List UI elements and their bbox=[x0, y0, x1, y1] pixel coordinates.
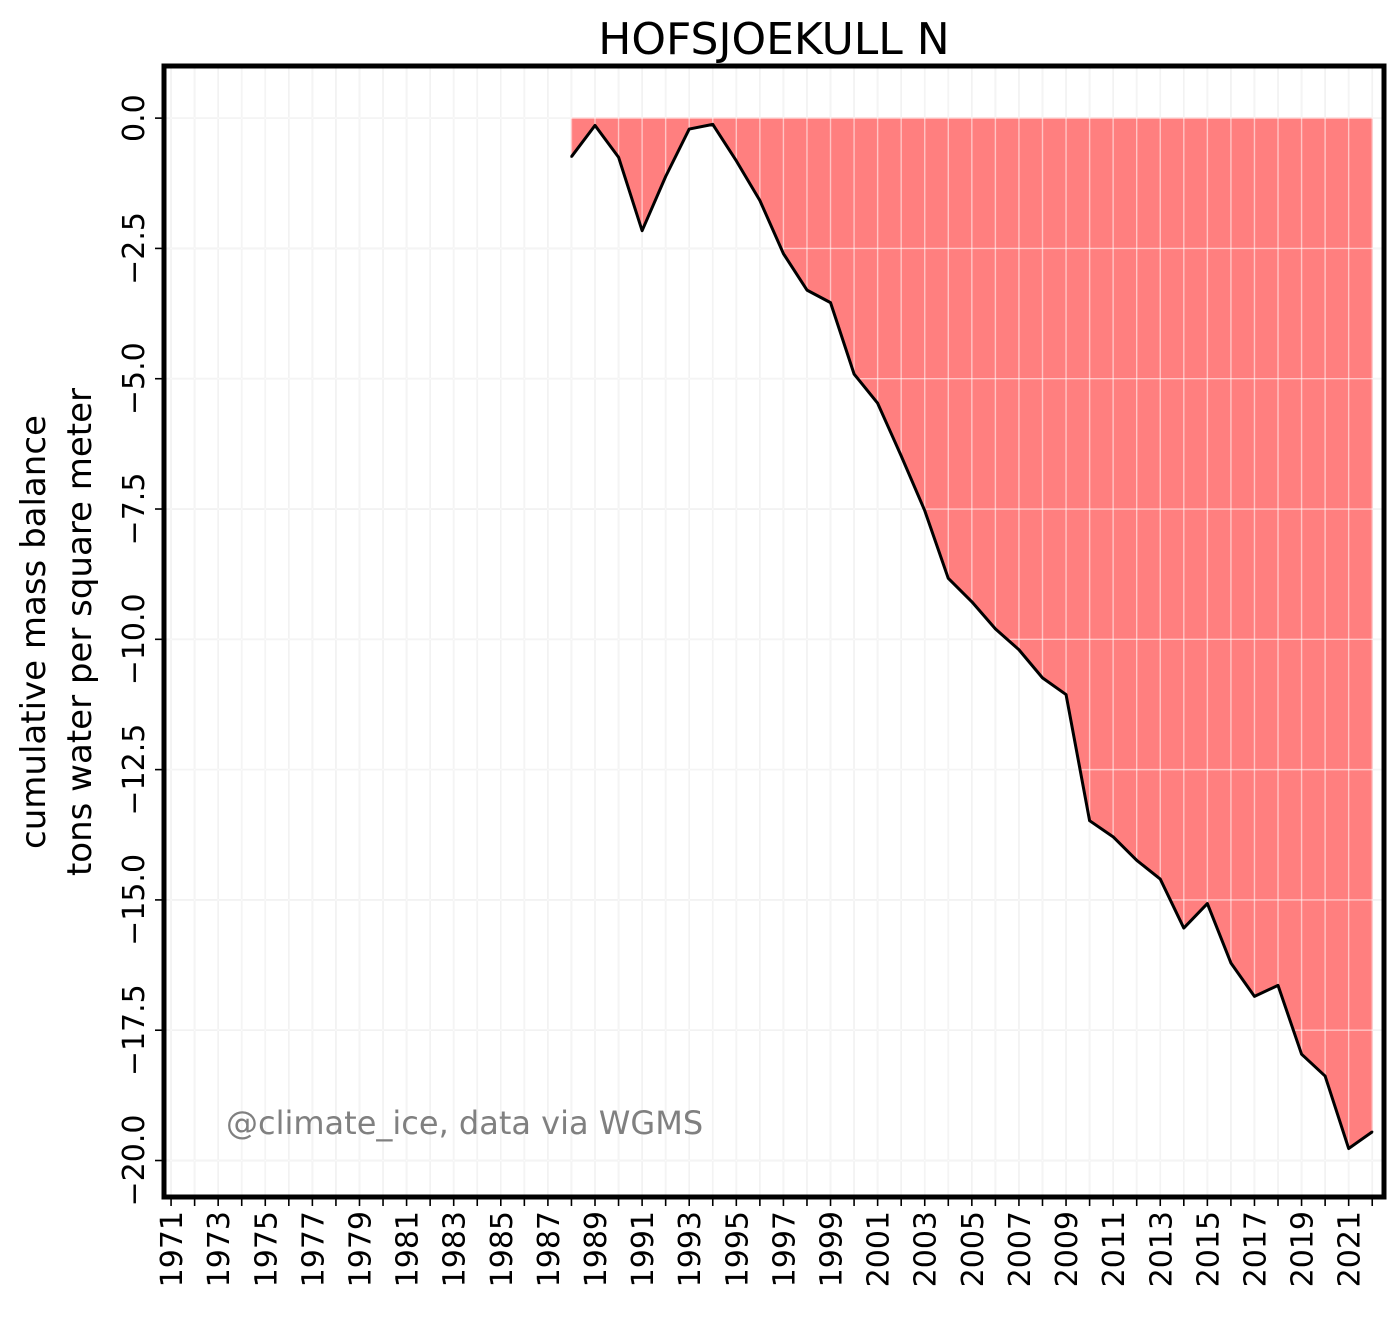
data-point bbox=[805, 288, 809, 292]
data-point bbox=[1229, 961, 1233, 965]
data-point bbox=[617, 156, 620, 159]
x-tick-label: 2013 bbox=[1144, 1211, 1179, 1287]
data-point bbox=[970, 600, 974, 603]
x-tick-label: 1999 bbox=[815, 1211, 850, 1287]
data-point bbox=[947, 577, 950, 580]
x-axis-ticks: 1971 1973 1975 1977 1979 1981 1983 1985 1987 1989… bbox=[155, 1197, 1374, 1287]
x-tick-label: 2021 bbox=[1333, 1211, 1368, 1287]
data-point bbox=[1323, 1074, 1327, 1078]
data-point bbox=[923, 509, 926, 512]
data-point bbox=[1300, 1052, 1303, 1056]
x-tick-label: 1977 bbox=[296, 1211, 331, 1287]
y-tick-label: −15.0 bbox=[117, 854, 152, 946]
y-axis-label-line-2: tons water per square meter bbox=[60, 388, 100, 876]
x-tick-label: 1979 bbox=[343, 1211, 378, 1287]
source-annotation: @climate_ice, data via WGMS bbox=[226, 1104, 703, 1142]
x-tick-label: 2009 bbox=[1050, 1211, 1085, 1287]
x-tick-label: 1991 bbox=[626, 1211, 661, 1287]
y-tick-label: −10.0 bbox=[117, 593, 152, 685]
y-tick-label: −5.0 bbox=[117, 342, 152, 415]
y-tick-label: −7.5 bbox=[117, 473, 152, 546]
data-point bbox=[1253, 995, 1256, 998]
data-point bbox=[1206, 902, 1209, 905]
data-line-layer bbox=[570, 122, 1374, 1151]
x-tick-label: 2001 bbox=[862, 1211, 897, 1287]
data-point bbox=[1276, 984, 1280, 987]
x-tick-label: 2015 bbox=[1191, 1211, 1226, 1287]
data-point bbox=[570, 155, 573, 158]
data-point bbox=[711, 123, 714, 126]
data-point bbox=[1111, 835, 1115, 839]
data-point bbox=[899, 454, 903, 458]
data-point bbox=[688, 127, 691, 131]
x-tick-label: 2005 bbox=[956, 1211, 991, 1287]
data-point bbox=[758, 199, 762, 202]
y-tick-label: 0.0 bbox=[117, 94, 152, 142]
grid-lines-over-area bbox=[164, 66, 1384, 1197]
data-point bbox=[1347, 1147, 1350, 1150]
data-point bbox=[829, 301, 832, 304]
y-axis-ticks: 0.0 −2.5 −5.0 −7.5 −10.0 −12.5 −15.0 −17.5 −20.0 bbox=[117, 94, 164, 1206]
y-tick-label: −2.5 bbox=[117, 212, 152, 285]
data-point bbox=[1135, 859, 1138, 862]
data-point bbox=[1182, 926, 1186, 930]
y-axis-label-line-1: cumulative mass balance bbox=[14, 415, 54, 849]
data-point bbox=[735, 159, 738, 163]
data-point bbox=[1017, 648, 1021, 651]
data-point bbox=[1064, 693, 1068, 696]
x-tick-label: 1989 bbox=[579, 1211, 614, 1287]
data-point bbox=[1371, 1130, 1374, 1134]
data-point bbox=[1088, 819, 1091, 822]
y-tick-label: −17.5 bbox=[117, 984, 152, 1076]
x-tick-label: 2011 bbox=[1097, 1211, 1132, 1287]
x-tick-label: 2007 bbox=[1003, 1211, 1038, 1287]
data-point bbox=[1041, 676, 1044, 680]
data-point bbox=[994, 627, 997, 631]
data-point bbox=[876, 402, 879, 405]
x-tick-label: 1973 bbox=[202, 1211, 237, 1287]
data-point bbox=[664, 175, 667, 178]
y-tick-label: −20.0 bbox=[117, 1115, 152, 1207]
data-point bbox=[593, 124, 597, 127]
x-tick-label: 1981 bbox=[391, 1211, 426, 1287]
data-point bbox=[640, 229, 644, 232]
y-tick-label: −12.5 bbox=[117, 724, 152, 816]
x-tick-label: 1971 bbox=[155, 1211, 190, 1287]
x-tick-label: 1985 bbox=[485, 1211, 520, 1287]
chart-title: HOFSJOEKULL N bbox=[598, 14, 949, 65]
plot-frame bbox=[161, 63, 1387, 1200]
x-tick-label: 2019 bbox=[1286, 1211, 1321, 1287]
data-point bbox=[782, 252, 785, 255]
x-tick-label: 1995 bbox=[720, 1211, 755, 1287]
x-tick-label: 1997 bbox=[767, 1211, 802, 1287]
data-point bbox=[852, 372, 856, 376]
x-tick-label: 2017 bbox=[1238, 1211, 1273, 1287]
data-point bbox=[1159, 877, 1162, 881]
x-tick-label: 1983 bbox=[438, 1211, 473, 1287]
x-tick-label: 1987 bbox=[532, 1211, 567, 1287]
x-tick-label: 1993 bbox=[673, 1211, 708, 1287]
x-tick-label: 2003 bbox=[909, 1211, 944, 1287]
x-tick-label: 1975 bbox=[249, 1211, 284, 1287]
